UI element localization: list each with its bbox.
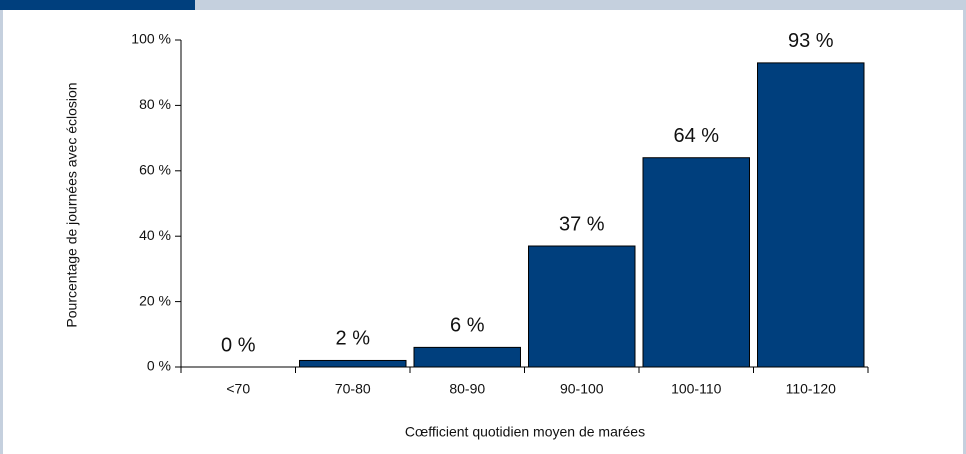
value-label: 0 % [221,334,256,356]
left-border [0,10,3,454]
right-border [963,10,966,454]
x-tick-label: <70 [226,381,250,397]
y-tick-label: 40 % [139,227,171,243]
bar [299,359,407,368]
bar [642,157,750,368]
value-label: 93 % [788,30,834,52]
x-axis-label: Cœfficient quotidien moyen de marées [405,424,645,440]
value-label: 6 % [450,315,485,337]
bar [757,62,865,368]
header-accent [0,0,195,10]
y-tick-label: 80 % [139,96,171,112]
x-tick-label: 90-100 [560,381,604,397]
x-tick-label: 100-110 [671,381,722,397]
value-label: 64 % [673,125,719,147]
header-band [195,0,966,10]
x-tick-label: 70-80 [335,381,371,397]
bar [413,346,521,368]
value-label: 37 % [559,213,605,235]
bar [528,245,636,368]
x-tick-label: 110-120 [786,381,837,397]
y-tick-label: 20 % [139,292,171,308]
y-tick-label: 0 % [147,358,171,374]
y-axis-label: Pourcentage de journées avec éclosion [64,82,80,327]
value-label: 2 % [336,328,371,350]
y-tick-label: 100 % [131,31,171,47]
y-tick-label: 60 % [139,162,171,178]
x-tick-label: 80-90 [449,381,485,397]
